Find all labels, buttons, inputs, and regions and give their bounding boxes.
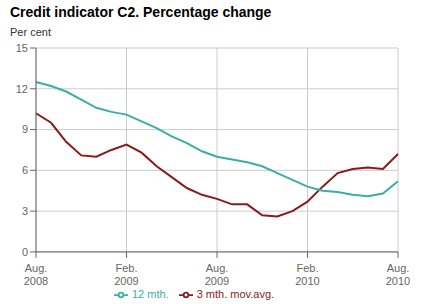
html-text:Per cent: Per cent bbox=[10, 26, 51, 38]
svg-text:6: 6 bbox=[22, 164, 28, 176]
svg-text:15: 15 bbox=[16, 42, 28, 54]
svg-text:Aug.2010: Aug.2010 bbox=[386, 262, 410, 287]
svg-text:Aug.2009: Aug.2009 bbox=[205, 262, 229, 287]
svg-text:Feb.2010: Feb.2010 bbox=[295, 262, 319, 287]
html-text:Credit indicator C2. Percentag: Credit indicator C2. Percentage change bbox=[10, 4, 272, 20]
svg-text:Feb.2009: Feb.2009 bbox=[114, 262, 138, 287]
svg-text:9: 9 bbox=[22, 123, 28, 135]
svg-text:12: 12 bbox=[16, 83, 28, 95]
html-text:3 mth. mov.avg.: 3 mth. mov.avg. bbox=[196, 287, 275, 300]
html-text:12 mth.: 12 mth. bbox=[131, 287, 169, 300]
svg-text:3: 3 bbox=[22, 205, 28, 217]
svg-text:Aug.2008: Aug.2008 bbox=[24, 262, 48, 287]
svg-text:0: 0 bbox=[22, 246, 28, 258]
